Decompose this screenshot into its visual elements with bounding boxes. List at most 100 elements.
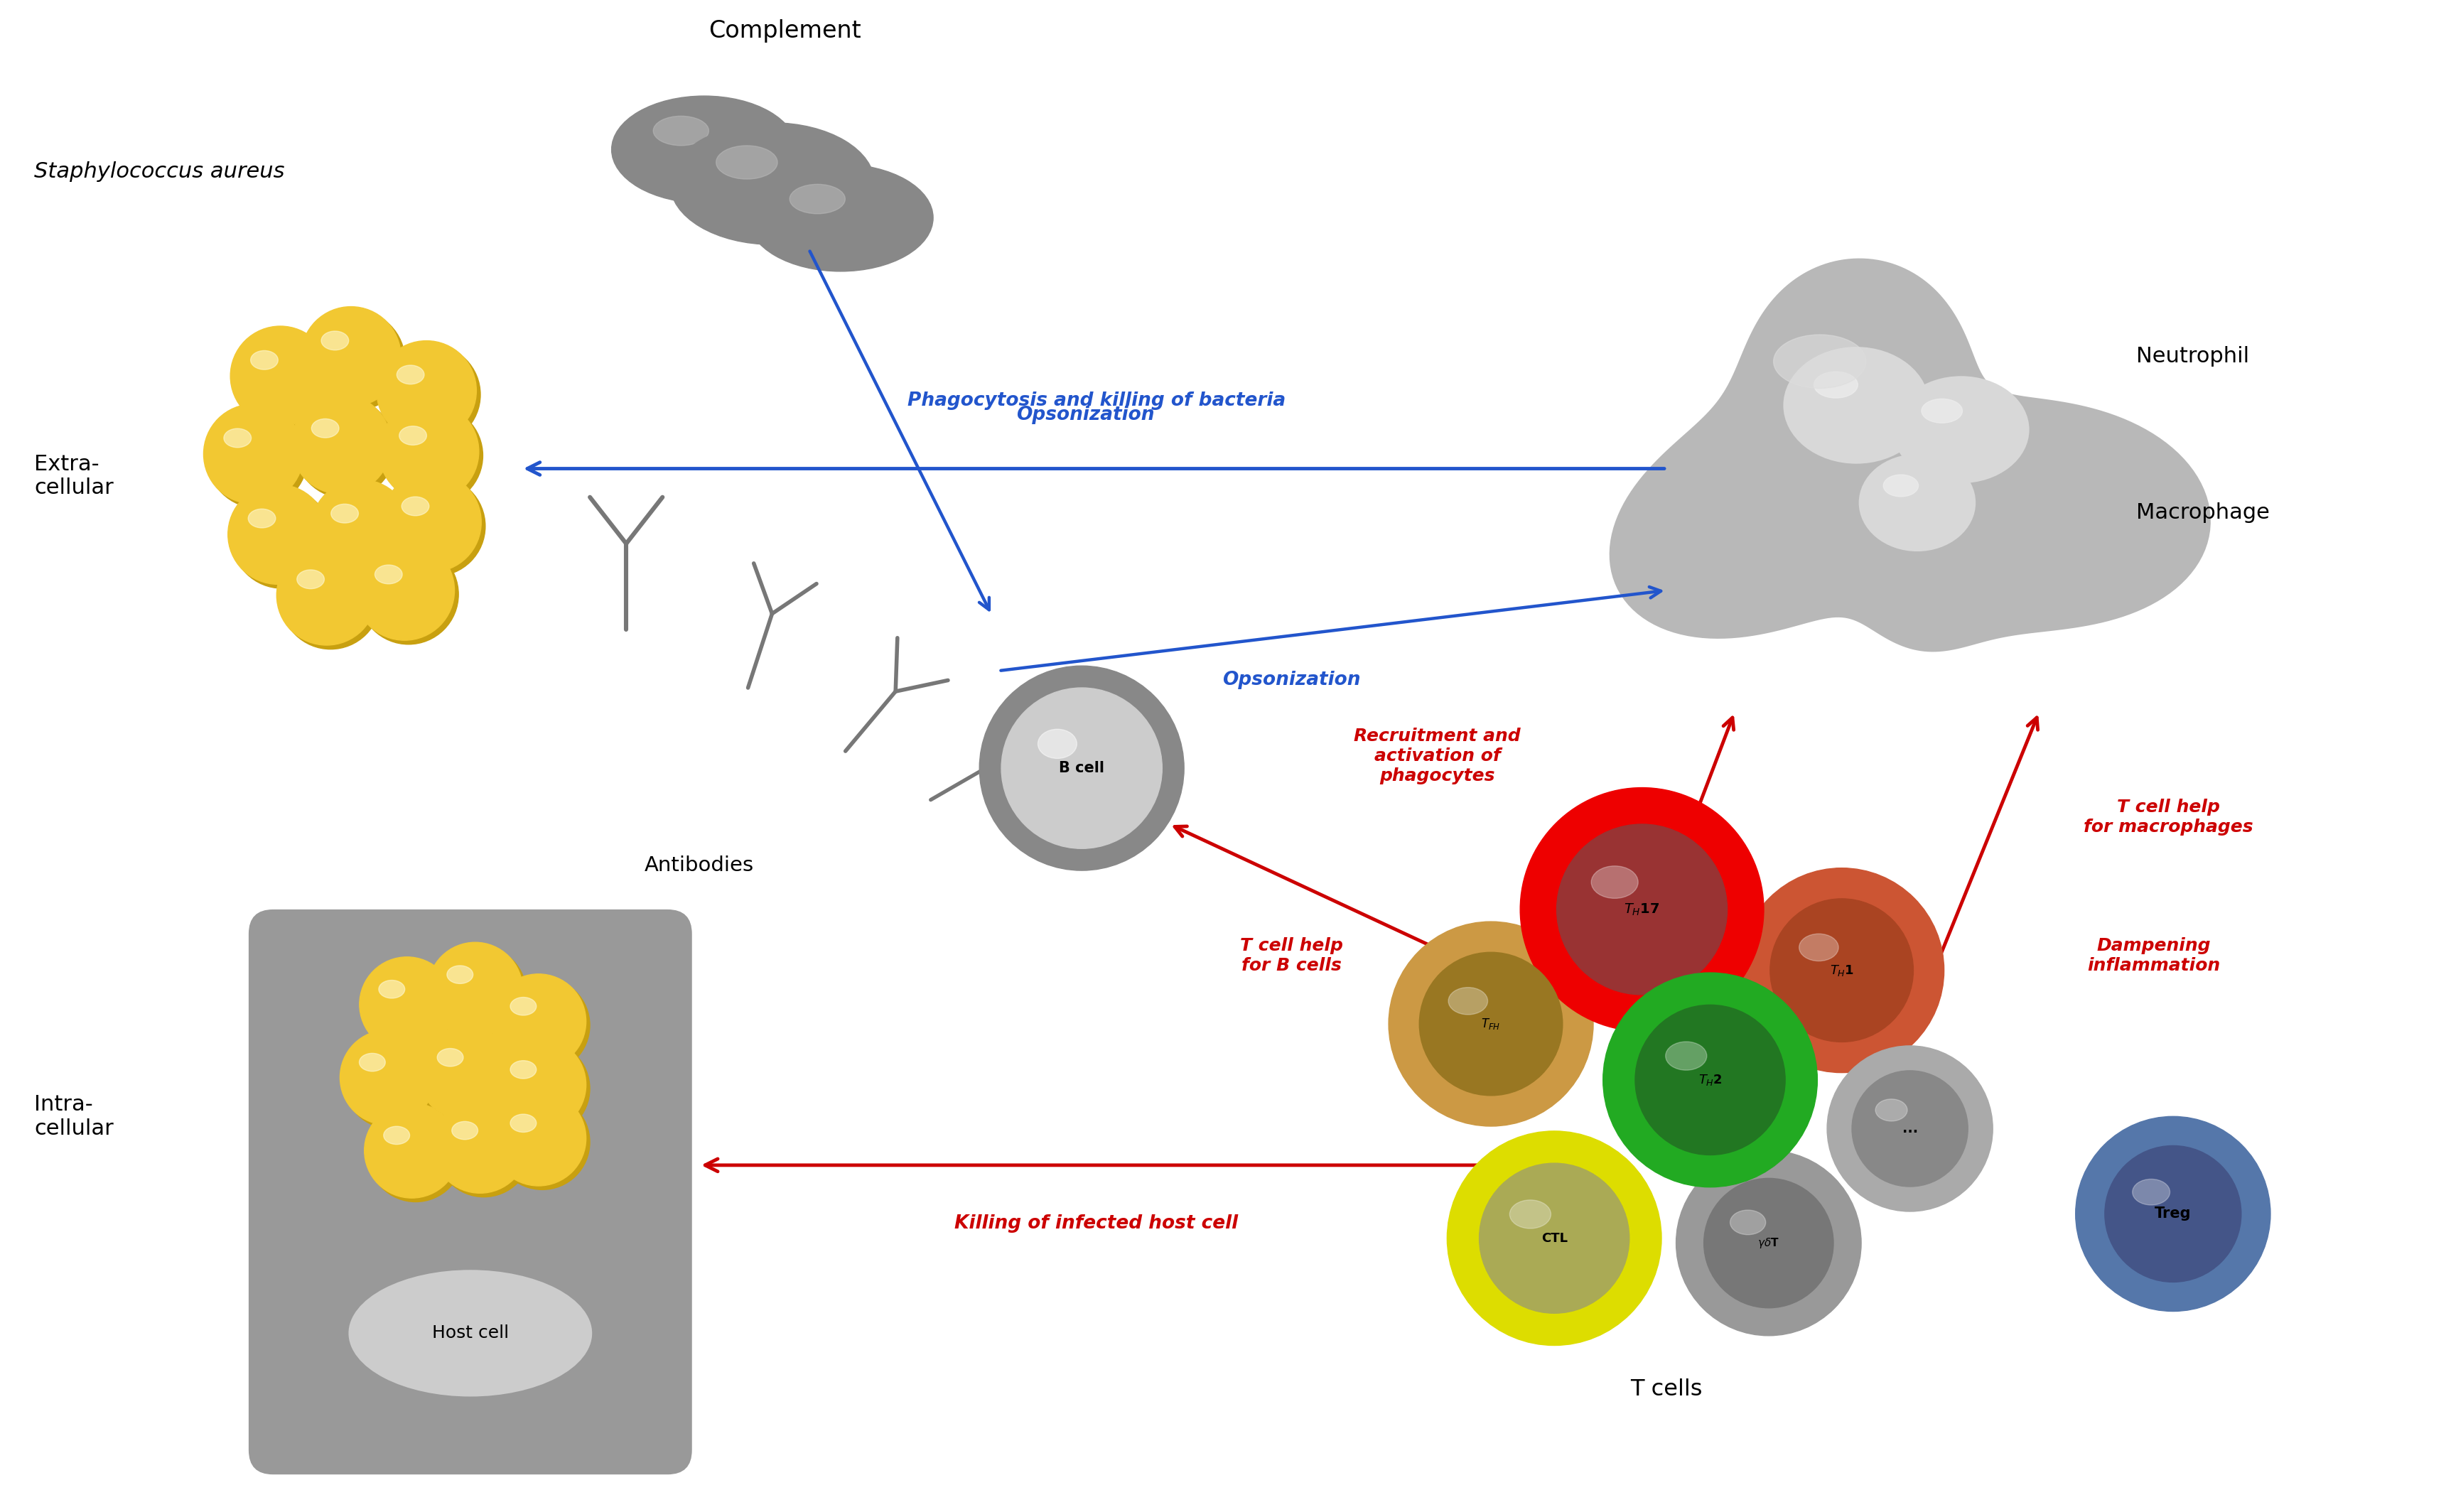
Ellipse shape — [511, 1114, 536, 1132]
Circle shape — [230, 327, 330, 426]
Text: T cell help
for macrophages: T cell help for macrophages — [2084, 798, 2253, 835]
Circle shape — [386, 476, 484, 576]
Circle shape — [1519, 788, 1764, 1031]
Ellipse shape — [653, 116, 709, 145]
Circle shape — [345, 1034, 438, 1129]
Ellipse shape — [1729, 1210, 1766, 1235]
Circle shape — [377, 340, 477, 440]
Text: Opsonization: Opsonization — [1223, 671, 1360, 689]
Text: Complement: Complement — [709, 20, 861, 42]
Ellipse shape — [249, 351, 279, 369]
Circle shape — [492, 974, 587, 1069]
Ellipse shape — [511, 1060, 536, 1078]
Circle shape — [382, 472, 482, 572]
Circle shape — [281, 549, 382, 649]
Circle shape — [227, 484, 328, 584]
Circle shape — [430, 947, 526, 1042]
Ellipse shape — [717, 145, 778, 178]
Text: Host cell: Host cell — [433, 1325, 509, 1341]
Circle shape — [369, 1107, 462, 1202]
Circle shape — [421, 1030, 516, 1123]
Circle shape — [203, 404, 303, 503]
Text: $T_H$2: $T_H$2 — [1698, 1074, 1722, 1087]
FancyBboxPatch shape — [249, 909, 692, 1474]
Text: CTL: CTL — [1541, 1232, 1568, 1244]
Circle shape — [340, 1030, 435, 1125]
Text: Recruitment and
activation of
phagocytes: Recruitment and activation of phagocytes — [1355, 727, 1521, 785]
Circle shape — [384, 405, 482, 505]
Circle shape — [1852, 1070, 1969, 1187]
Circle shape — [2106, 1146, 2241, 1282]
Text: $T_{FH}$: $T_{FH}$ — [1482, 1016, 1502, 1031]
Circle shape — [301, 307, 401, 407]
Text: Killing of infected host cell: Killing of infected host cell — [954, 1214, 1238, 1232]
Circle shape — [1771, 898, 1913, 1042]
Circle shape — [492, 1037, 587, 1132]
Circle shape — [232, 488, 333, 588]
Ellipse shape — [311, 419, 340, 438]
Circle shape — [291, 395, 391, 494]
Ellipse shape — [612, 95, 797, 203]
Circle shape — [1705, 1178, 1834, 1308]
Text: Macrophage: Macrophage — [2135, 502, 2270, 523]
Circle shape — [235, 330, 335, 429]
Ellipse shape — [320, 331, 350, 351]
Text: Treg: Treg — [2155, 1207, 2192, 1222]
Circle shape — [382, 345, 479, 445]
Ellipse shape — [223, 428, 252, 448]
Circle shape — [355, 540, 455, 640]
Ellipse shape — [1876, 1099, 1908, 1120]
Text: Intra-
cellular: Intra- cellular — [34, 1095, 113, 1139]
Ellipse shape — [1666, 1042, 1707, 1070]
Circle shape — [208, 408, 308, 508]
Circle shape — [1448, 1131, 1661, 1346]
Ellipse shape — [453, 1122, 477, 1140]
Ellipse shape — [1800, 934, 1839, 962]
Ellipse shape — [1815, 372, 1859, 398]
Ellipse shape — [401, 497, 428, 516]
Ellipse shape — [1509, 1201, 1551, 1228]
Circle shape — [1602, 972, 1817, 1187]
Circle shape — [494, 978, 589, 1074]
Ellipse shape — [438, 1048, 462, 1066]
Ellipse shape — [347, 1270, 592, 1397]
Circle shape — [1389, 922, 1592, 1126]
Circle shape — [296, 398, 396, 497]
Circle shape — [311, 479, 411, 579]
Ellipse shape — [360, 1054, 386, 1072]
Circle shape — [418, 1025, 514, 1120]
Ellipse shape — [1923, 399, 1962, 423]
Text: Antibodies: Antibodies — [643, 856, 753, 875]
Ellipse shape — [399, 426, 426, 445]
Ellipse shape — [384, 1126, 411, 1145]
Ellipse shape — [1859, 454, 1976, 552]
Ellipse shape — [1592, 866, 1639, 898]
Ellipse shape — [1893, 376, 2030, 484]
Circle shape — [360, 957, 455, 1052]
Ellipse shape — [296, 570, 325, 588]
Text: $T_H$1: $T_H$1 — [1830, 963, 1854, 977]
Text: Phagocytosis and killing of bacteria: Phagocytosis and killing of bacteria — [907, 392, 1287, 410]
Ellipse shape — [790, 184, 846, 213]
Circle shape — [2077, 1116, 2270, 1311]
Circle shape — [978, 665, 1184, 871]
Ellipse shape — [2133, 1179, 2170, 1205]
Text: Staphylococcus aureus: Staphylococcus aureus — [34, 162, 284, 181]
Text: Neutrophil: Neutrophil — [2135, 346, 2250, 367]
Text: $\gamma\delta$T: $\gamma\delta$T — [1759, 1237, 1781, 1250]
Ellipse shape — [379, 980, 406, 998]
Circle shape — [360, 544, 457, 644]
Circle shape — [1739, 868, 1945, 1072]
Text: Dampening
inflammation: Dampening inflammation — [2086, 937, 2221, 974]
Text: B cell: B cell — [1059, 761, 1106, 776]
Circle shape — [1000, 688, 1162, 848]
Circle shape — [1827, 1046, 1993, 1211]
Ellipse shape — [448, 966, 472, 984]
Ellipse shape — [670, 122, 876, 245]
Circle shape — [492, 1090, 587, 1185]
Circle shape — [433, 1098, 528, 1193]
Circle shape — [435, 1102, 531, 1198]
Ellipse shape — [1783, 346, 1930, 464]
Circle shape — [276, 546, 377, 646]
Ellipse shape — [1773, 334, 1866, 389]
